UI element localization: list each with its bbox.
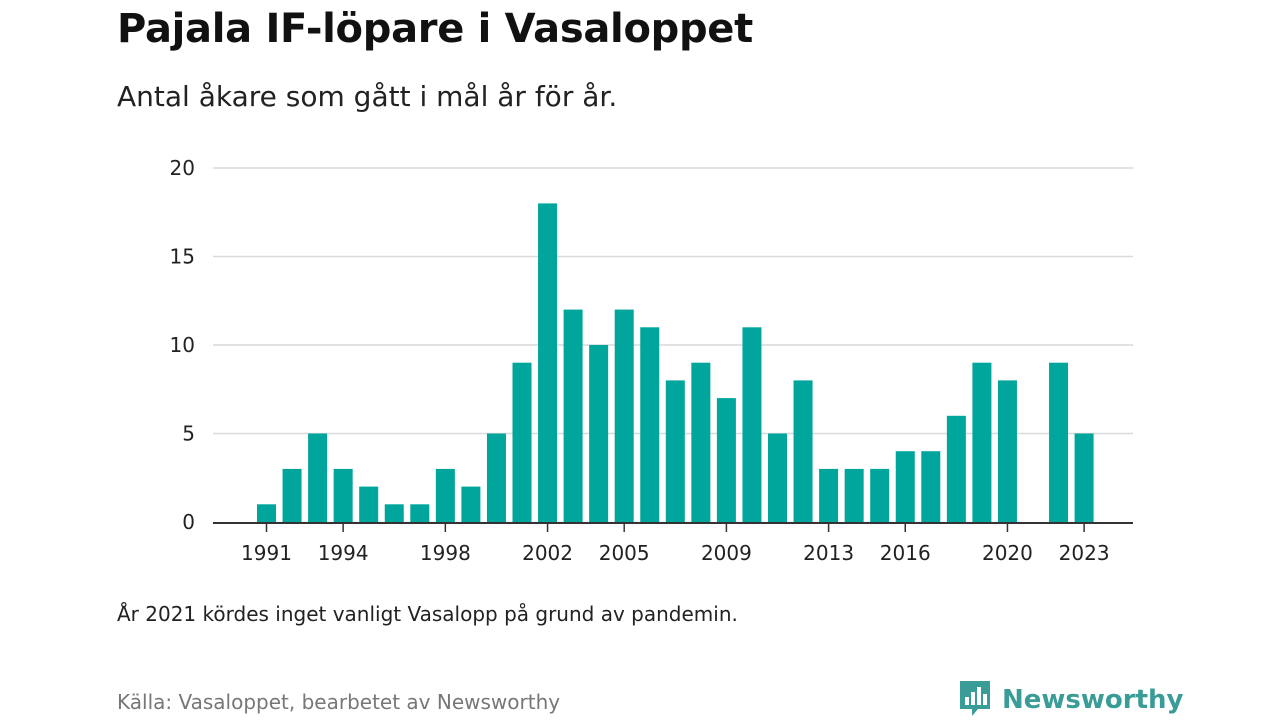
x-tick-label-1994: 1994 (318, 541, 369, 565)
bar-1993[interactable] (308, 433, 328, 523)
x-tick-label-1998: 1998 (420, 541, 471, 565)
bar-2019[interactable] (972, 362, 992, 522)
chart-subtitle: Antal åkare som gått i mål år för år. (117, 80, 618, 113)
bar-1998[interactable] (435, 468, 455, 522)
x-tick-label-2020: 2020 (982, 541, 1033, 565)
bar-2014[interactable] (844, 468, 864, 522)
bar-2005[interactable] (614, 309, 634, 522)
bar-2001[interactable] (512, 362, 532, 522)
bar-2006[interactable] (640, 327, 660, 522)
y-tick-label-20: 20 (170, 156, 195, 180)
x-tick-label-2023: 2023 (1059, 541, 1110, 565)
bar-2000[interactable] (486, 433, 506, 523)
x-tick-label-2005: 2005 (599, 541, 650, 565)
bar-1991[interactable] (257, 504, 276, 522)
bar-2007[interactable] (665, 380, 685, 522)
bar-2020[interactable] (997, 380, 1017, 522)
bar-2002[interactable] (538, 203, 558, 522)
x-tick-label-1991: 1991 (241, 541, 292, 565)
newsworthy-logo-icon (958, 679, 992, 721)
bar-2018[interactable] (946, 415, 966, 522)
bar-2003[interactable] (563, 309, 583, 522)
x-tick-label-2013: 2013 (803, 541, 854, 565)
y-tick-label-5: 5 (182, 422, 195, 446)
bars (257, 203, 1094, 522)
axes: 0 5 10 15 20 1991 1994 1998 2002 2005 2009 2013 2016… (170, 156, 1133, 565)
bar-2016[interactable] (895, 451, 915, 522)
bar-1999[interactable] (461, 486, 481, 522)
y-tick-label-15: 15 (170, 245, 195, 269)
bar-1992[interactable] (282, 468, 302, 522)
brand-name: Newsworthy (1002, 685, 1184, 715)
bar-2008[interactable] (691, 362, 711, 522)
y-tick-label-0: 0 (182, 510, 195, 534)
bar-2015[interactable] (870, 468, 890, 522)
bar-2023[interactable] (1074, 433, 1094, 523)
bar-2017[interactable] (921, 451, 941, 522)
bar-2013[interactable] (819, 468, 839, 522)
bar-2004[interactable] (589, 345, 609, 522)
bar-chart: 0 5 10 15 20 1991 1994 1998 2002 2005 2009 2013 2016… (170, 156, 1133, 565)
bar-2022[interactable] (1049, 362, 1069, 522)
x-tick-label-2009: 2009 (701, 541, 752, 565)
brand-logo[interactable]: Newsworthy (958, 680, 1183, 720)
bar-2011[interactable] (768, 433, 787, 523)
bar-2012[interactable] (793, 380, 813, 522)
chart-source: Källa: Vasaloppet, bearbetet av Newswort… (117, 690, 561, 714)
x-tick-label-2002: 2002 (522, 541, 573, 565)
chart-title: Pajala IF-löpare i Vasaloppet (117, 6, 753, 52)
bar-1996[interactable] (384, 504, 404, 522)
y-tick-label-10: 10 (170, 333, 195, 357)
chart-note: År 2021 kördes inget vanligt Vasalopp på… (117, 602, 738, 626)
bar-1997[interactable] (410, 504, 430, 522)
x-tick-label-2016: 2016 (880, 541, 931, 565)
bar-1995[interactable] (359, 486, 379, 522)
bar-2010[interactable] (742, 327, 762, 522)
bar-2009[interactable] (716, 398, 736, 522)
bar-1994[interactable] (333, 468, 353, 522)
